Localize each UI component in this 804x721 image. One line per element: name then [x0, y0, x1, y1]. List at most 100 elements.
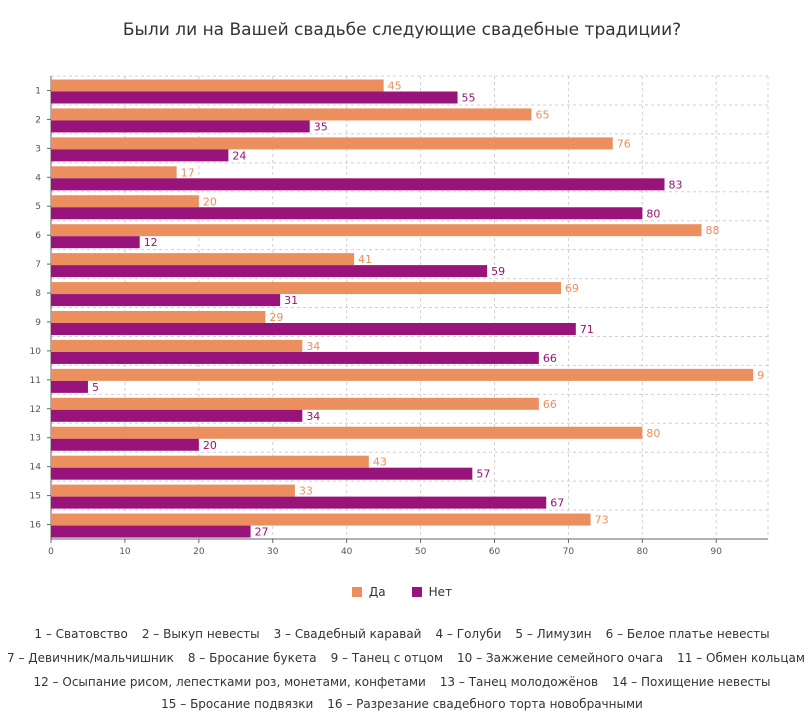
- data-label-no: 57: [476, 468, 490, 481]
- x-tick-label: 70: [563, 547, 575, 557]
- data-label-yes: 76: [617, 137, 631, 150]
- data-label-yes: 73: [595, 514, 609, 527]
- data-label-no: 55: [462, 92, 476, 105]
- legend-item-no[interactable]: Нет: [411, 585, 453, 599]
- bar-no: [51, 380, 88, 393]
- bar-no: [51, 438, 199, 451]
- bar-no: [51, 351, 539, 364]
- x-tick-label: 0: [48, 547, 54, 557]
- x-tick-label: 40: [341, 547, 353, 557]
- bar-no: [51, 91, 458, 104]
- data-label-no: 24: [232, 149, 246, 162]
- bar-yes: [51, 426, 643, 439]
- bar-yes: [51, 253, 355, 266]
- data-label-no: 12: [144, 236, 158, 249]
- category-key-item: 15 – Бросание подвязки: [161, 697, 314, 711]
- category-label: 2: [35, 115, 41, 125]
- bar-yes: [51, 368, 754, 381]
- data-label-yes: 34: [306, 340, 320, 353]
- bar-no: [51, 236, 140, 249]
- category-key-item: 7 – Девичник/мальчишник: [7, 651, 174, 665]
- category-key-item: 12 – Осыпание рисом, лепестками роз, мон…: [33, 675, 426, 689]
- legend-item-yes[interactable]: Да: [351, 585, 386, 599]
- legend-swatch-yes: [351, 587, 362, 597]
- category-key-item: 10 – Зажжение семейного очага: [457, 651, 664, 665]
- category-label: 7: [35, 260, 41, 270]
- bar-yes: [51, 455, 369, 468]
- data-label-no: 80: [646, 207, 660, 220]
- category-label: 12: [30, 405, 41, 415]
- data-label-no: 5: [92, 381, 99, 394]
- bar-yes: [51, 108, 532, 121]
- data-label-yes: 65: [535, 108, 549, 121]
- x-tick-label: 90: [711, 547, 723, 557]
- bar-yes: [51, 224, 702, 237]
- data-label-no: 67: [550, 497, 564, 510]
- category-key-item: 2 – Выкуп невесты: [141, 627, 260, 641]
- category-label: 10: [30, 347, 42, 357]
- data-label-yes: 69: [565, 282, 579, 295]
- bar-no: [51, 178, 665, 191]
- category-label: 5: [35, 202, 41, 212]
- category-label: 4: [35, 173, 41, 183]
- data-label-yes: 88: [705, 224, 719, 237]
- category-label: 15: [30, 492, 41, 502]
- bar-yes: [51, 484, 295, 497]
- data-label-yes: 29: [269, 311, 283, 324]
- data-label-no: 83: [669, 178, 683, 191]
- bar-no: [51, 265, 488, 278]
- x-tick-label: 50: [415, 547, 427, 557]
- data-label-no: 34: [306, 410, 320, 423]
- bar-yes: [51, 311, 266, 323]
- x-tick-label: 30: [267, 547, 279, 557]
- data-label-no: 71: [580, 323, 594, 336]
- x-tick-label: 20: [193, 547, 205, 557]
- category-key-item: 1 – Сватовство: [34, 627, 128, 641]
- category-label: 3: [35, 144, 41, 154]
- bar-yes: [51, 513, 591, 526]
- bar-no: [51, 294, 281, 307]
- category-key-item: 16 – Разрезание свадебного торта новобра…: [327, 697, 643, 711]
- bar-yes: [51, 339, 303, 352]
- data-label-no: 35: [314, 120, 328, 133]
- data-label-yes: 9: [757, 369, 764, 382]
- data-label-yes: 20: [203, 195, 217, 208]
- category-label: 1: [35, 86, 41, 96]
- data-label-yes: 80: [646, 427, 660, 440]
- legend-label-yes: Да: [368, 585, 386, 599]
- category-label: 6: [35, 231, 41, 241]
- legend-label-no: Нет: [428, 585, 453, 599]
- bar-no: [51, 149, 229, 162]
- data-label-no: 27: [255, 526, 269, 539]
- data-label-yes: 43: [373, 456, 387, 469]
- data-label-no: 20: [203, 439, 217, 452]
- bar-yes: [51, 397, 539, 410]
- bar-no: [51, 207, 643, 220]
- data-label-no: 66: [543, 352, 557, 365]
- data-label-no: 59: [491, 265, 505, 278]
- category-key-item: 11 – Обмен кольцами: [677, 651, 804, 665]
- bar-no: [51, 525, 251, 538]
- data-label-yes: 41: [358, 253, 372, 266]
- bar-no: [51, 409, 303, 422]
- x-tick-label: 80: [637, 547, 649, 557]
- category-key-item: 9 – Танец с отцом: [330, 651, 444, 665]
- data-label-yes: 33: [299, 485, 313, 498]
- category-key-item: 4 – Голуби: [435, 627, 502, 641]
- data-label-yes: 17: [181, 166, 195, 179]
- data-label-no: 31: [284, 294, 298, 307]
- category-key-line: 15 – Бросание подвязки 16 – Разрезание св…: [0, 697, 804, 711]
- category-key-item: 5 – Лимузин: [515, 627, 592, 641]
- category-key-line: 12 – Осыпание рисом, лепестками роз, мон…: [0, 675, 804, 689]
- category-key-line: 7 – Девичник/мальчишник 8 – Бросание буке…: [0, 651, 804, 665]
- bar-no: [51, 467, 473, 480]
- category-key-line: 1 – Сватовство 2 – Выкуп невесты 3 – Сваде…: [0, 627, 804, 641]
- bar-yes: [51, 137, 613, 150]
- bar-yes: [51, 79, 384, 92]
- bar-no: [51, 323, 576, 335]
- x-tick-label: 10: [119, 547, 131, 557]
- category-key-item: 8 – Бросание букета: [187, 651, 317, 665]
- category-key-item: 14 – Похищение невесты: [612, 675, 771, 689]
- legend-swatch-no: [411, 587, 422, 597]
